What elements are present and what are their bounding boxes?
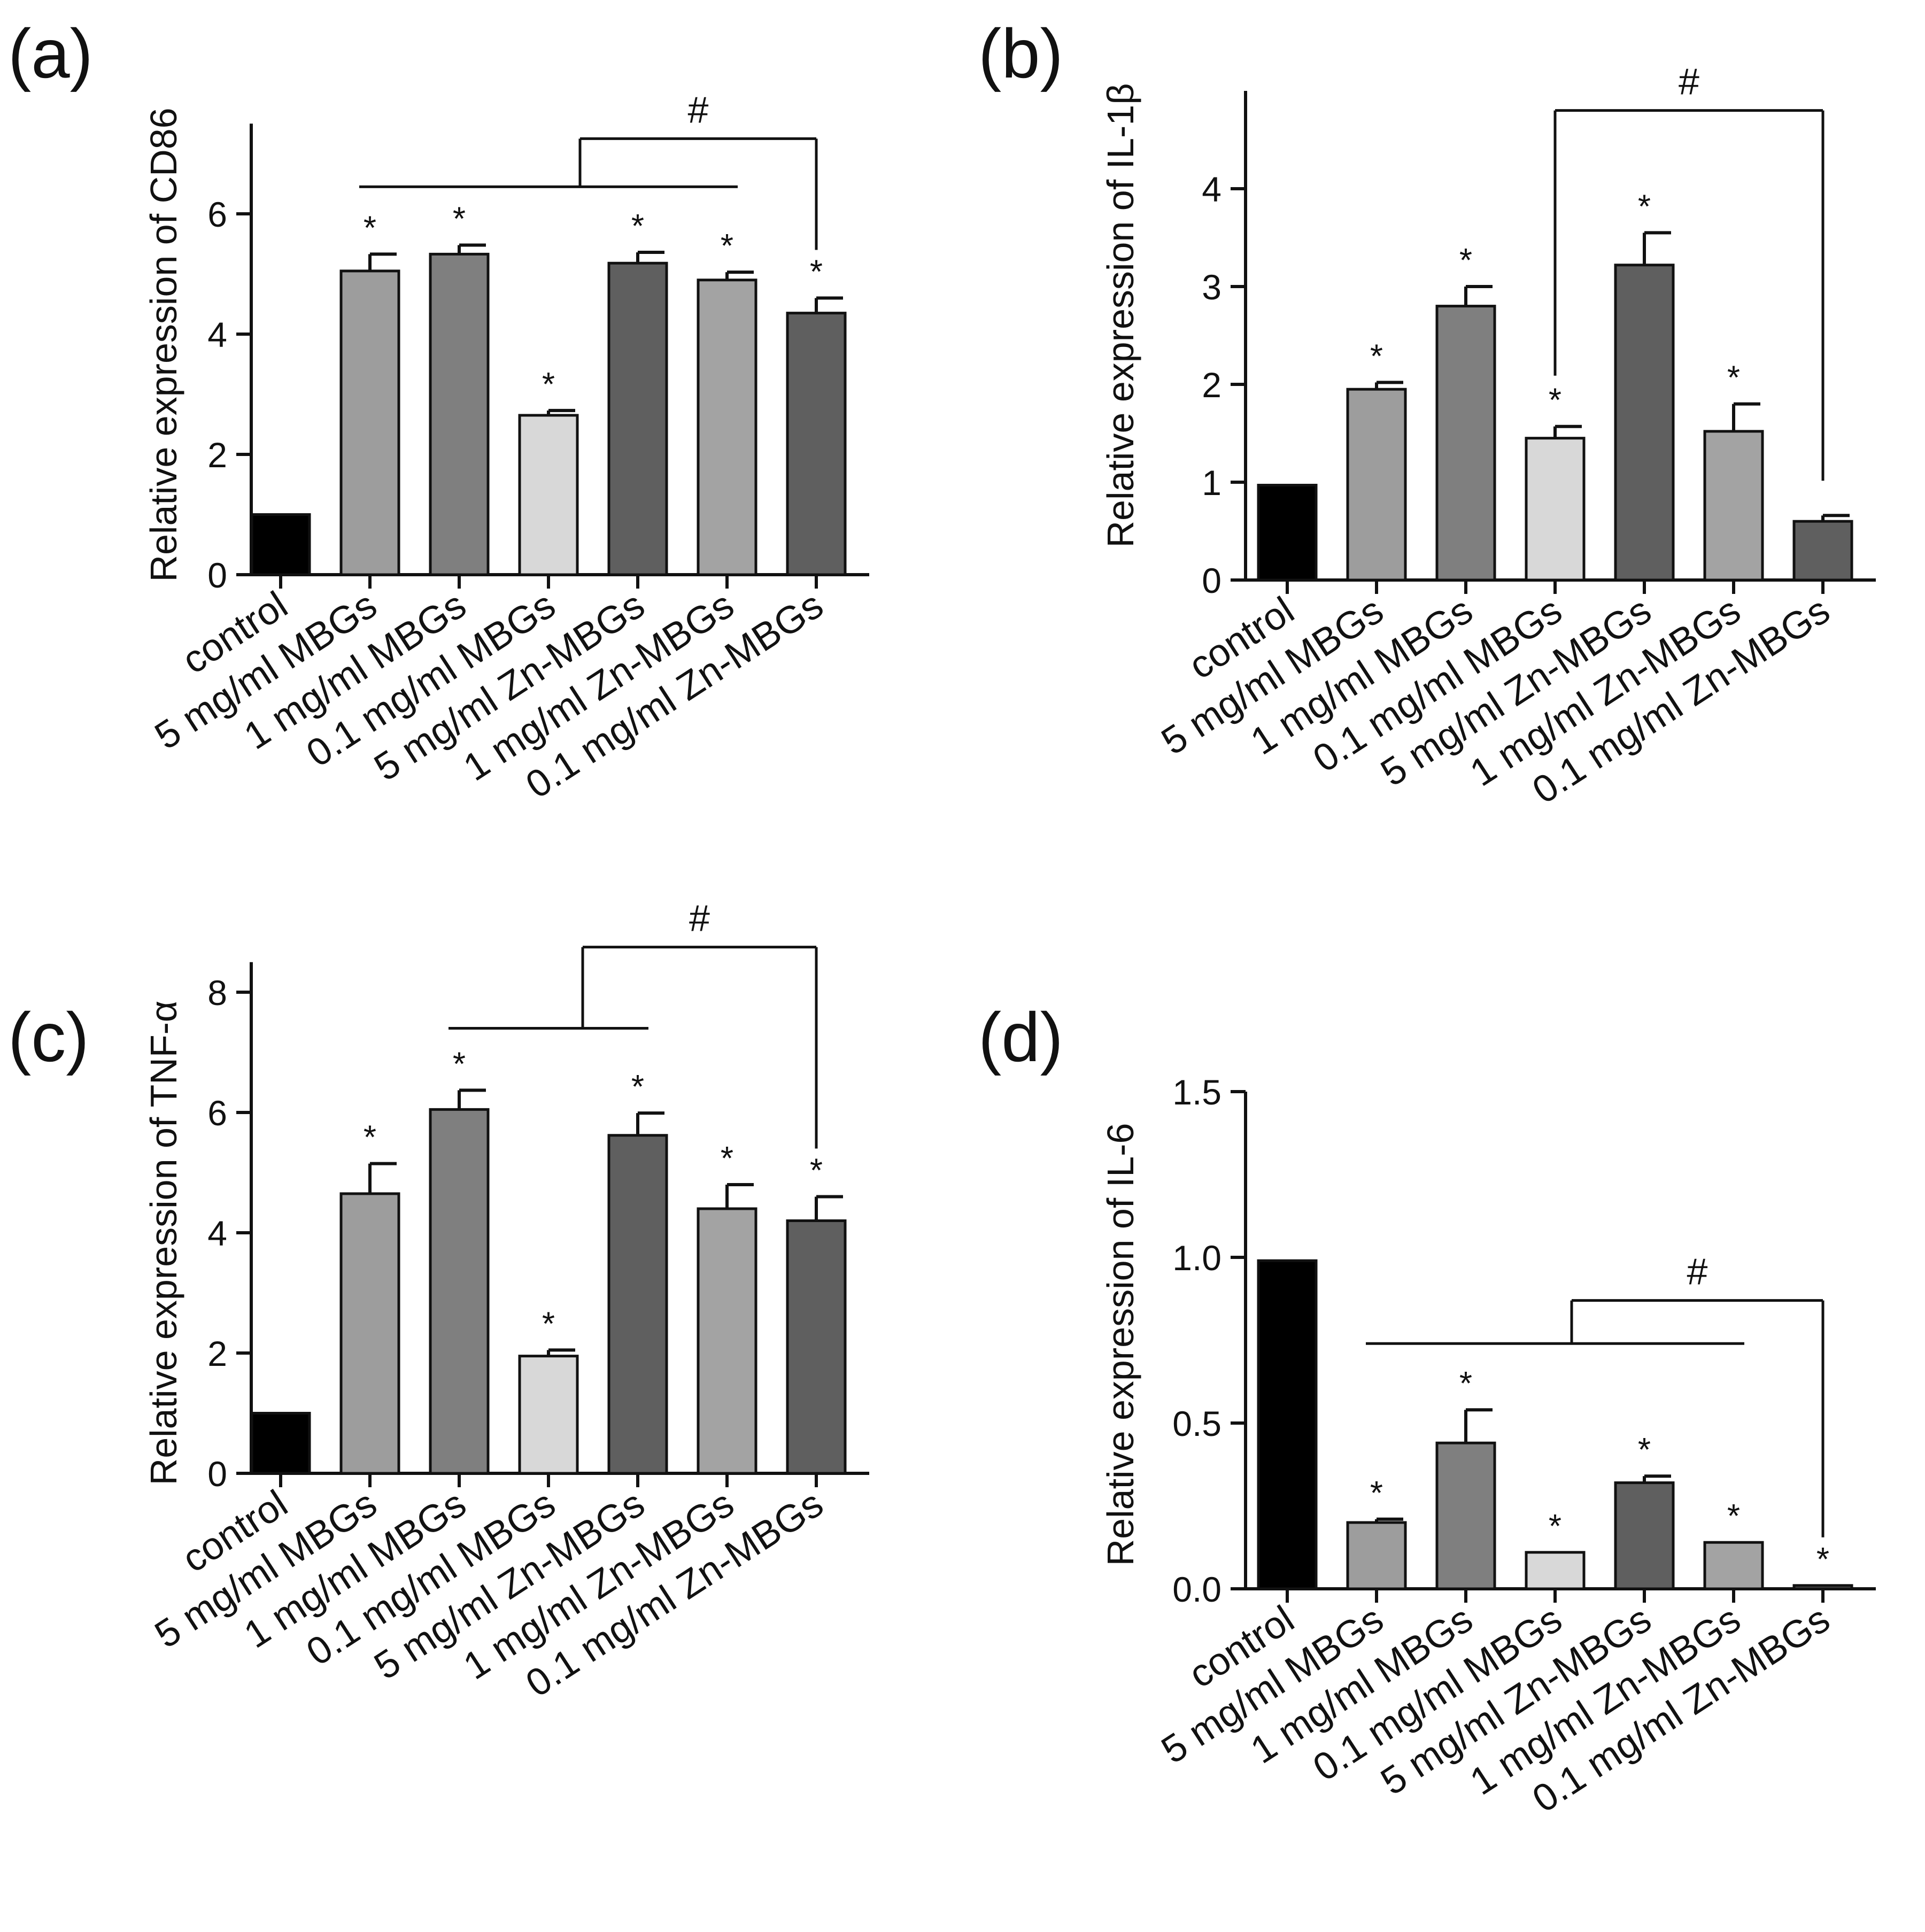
bar (1703, 430, 1764, 582)
significance-star: * (1459, 242, 1472, 279)
bar (1257, 1259, 1318, 1590)
panel-label: (d) (978, 998, 1063, 1076)
y-tick-label: 3 (1202, 267, 1222, 307)
significance-star: * (631, 1069, 644, 1106)
comparison-hash: # (689, 898, 710, 939)
y-tick-label: 4 (207, 1214, 227, 1253)
comparison-hash: # (1687, 1251, 1708, 1293)
bar (339, 1192, 400, 1475)
significance-star: * (1816, 1541, 1829, 1578)
bar (518, 414, 579, 576)
y-axis-label: Relative expression of CD86 (143, 107, 184, 582)
significance-star: * (721, 1140, 733, 1177)
y-tick-label: 0 (1202, 561, 1222, 600)
significance-star: * (810, 254, 823, 291)
bar (339, 269, 400, 576)
panel-label: (a) (8, 14, 93, 92)
significance-star: * (1638, 1432, 1651, 1469)
bar (607, 261, 668, 576)
bar (1257, 483, 1318, 582)
significance-star: * (364, 1119, 376, 1156)
bar (1614, 1481, 1675, 1590)
y-axis-label: Relative expression of IL-1β (1100, 83, 1141, 547)
significance-star: * (1370, 1475, 1383, 1512)
bar (518, 1355, 579, 1475)
significance-star: * (364, 210, 376, 246)
significance-star: * (1727, 1498, 1740, 1535)
bar (1435, 305, 1496, 582)
y-tick-label: 0 (207, 555, 227, 595)
y-tick-label: 6 (207, 195, 227, 234)
panel-d-il6: (d) 0.0 0.5 1.0 1.5 Relative expression of IL… (978, 998, 1876, 1821)
y-tick-label: 0.5 (1172, 1404, 1222, 1443)
bar (1792, 1584, 1853, 1590)
bar (1614, 264, 1675, 582)
significance-star: * (1370, 338, 1383, 375)
bar (697, 279, 757, 576)
y-tick-label: 0 (207, 1454, 227, 1494)
y-tick-label: 4 (1202, 169, 1222, 209)
y-tick-label: 4 (207, 315, 227, 354)
significance-star: * (1638, 188, 1651, 225)
bar (250, 513, 311, 576)
bar (1525, 437, 1586, 582)
bar (1346, 388, 1407, 582)
y-tick-label: 2 (1202, 365, 1222, 405)
y-tick-label: 1 (1202, 463, 1222, 503)
bar (250, 1412, 311, 1475)
bar (1346, 1521, 1407, 1590)
bar (1792, 520, 1853, 582)
bar (1435, 1441, 1496, 1590)
panel-label: (c) (8, 998, 89, 1076)
bar (786, 1219, 847, 1475)
significance-star: * (1549, 382, 1561, 419)
significance-star: * (631, 208, 644, 245)
y-tick-label: 1.5 (1172, 1072, 1222, 1112)
significance-star: * (721, 228, 733, 265)
significance-star: * (1459, 1365, 1472, 1402)
y-tick-label: 8 (207, 973, 227, 1013)
bar (697, 1207, 757, 1475)
significance-star: * (1727, 360, 1740, 397)
significance-star: * (810, 1153, 823, 1189)
bar (1703, 1541, 1764, 1590)
bar (786, 312, 847, 576)
bar (607, 1134, 668, 1475)
bar (429, 252, 490, 576)
significance-star: * (542, 1305, 555, 1342)
significance-star: * (1549, 1508, 1561, 1545)
y-tick-label: 2 (207, 435, 227, 475)
y-axis-label: Relative expression of IL-6 (1100, 1123, 1141, 1566)
bar (1525, 1551, 1586, 1590)
significance-star: * (453, 201, 466, 238)
comparison-hash: # (1679, 61, 1699, 103)
comparison-hash: # (688, 89, 709, 130)
panel-label: (b) (978, 14, 1063, 92)
bar (429, 1108, 490, 1475)
y-tick-label: 6 (207, 1093, 227, 1133)
y-tick-label: 1.0 (1172, 1238, 1222, 1278)
y-tick-label: 0.0 (1172, 1570, 1222, 1609)
significance-star: * (453, 1046, 466, 1083)
y-axis-label: Relative expression of TNF-α (143, 1001, 184, 1486)
y-tick-label: 2 (207, 1334, 227, 1373)
significance-star: * (542, 366, 555, 403)
